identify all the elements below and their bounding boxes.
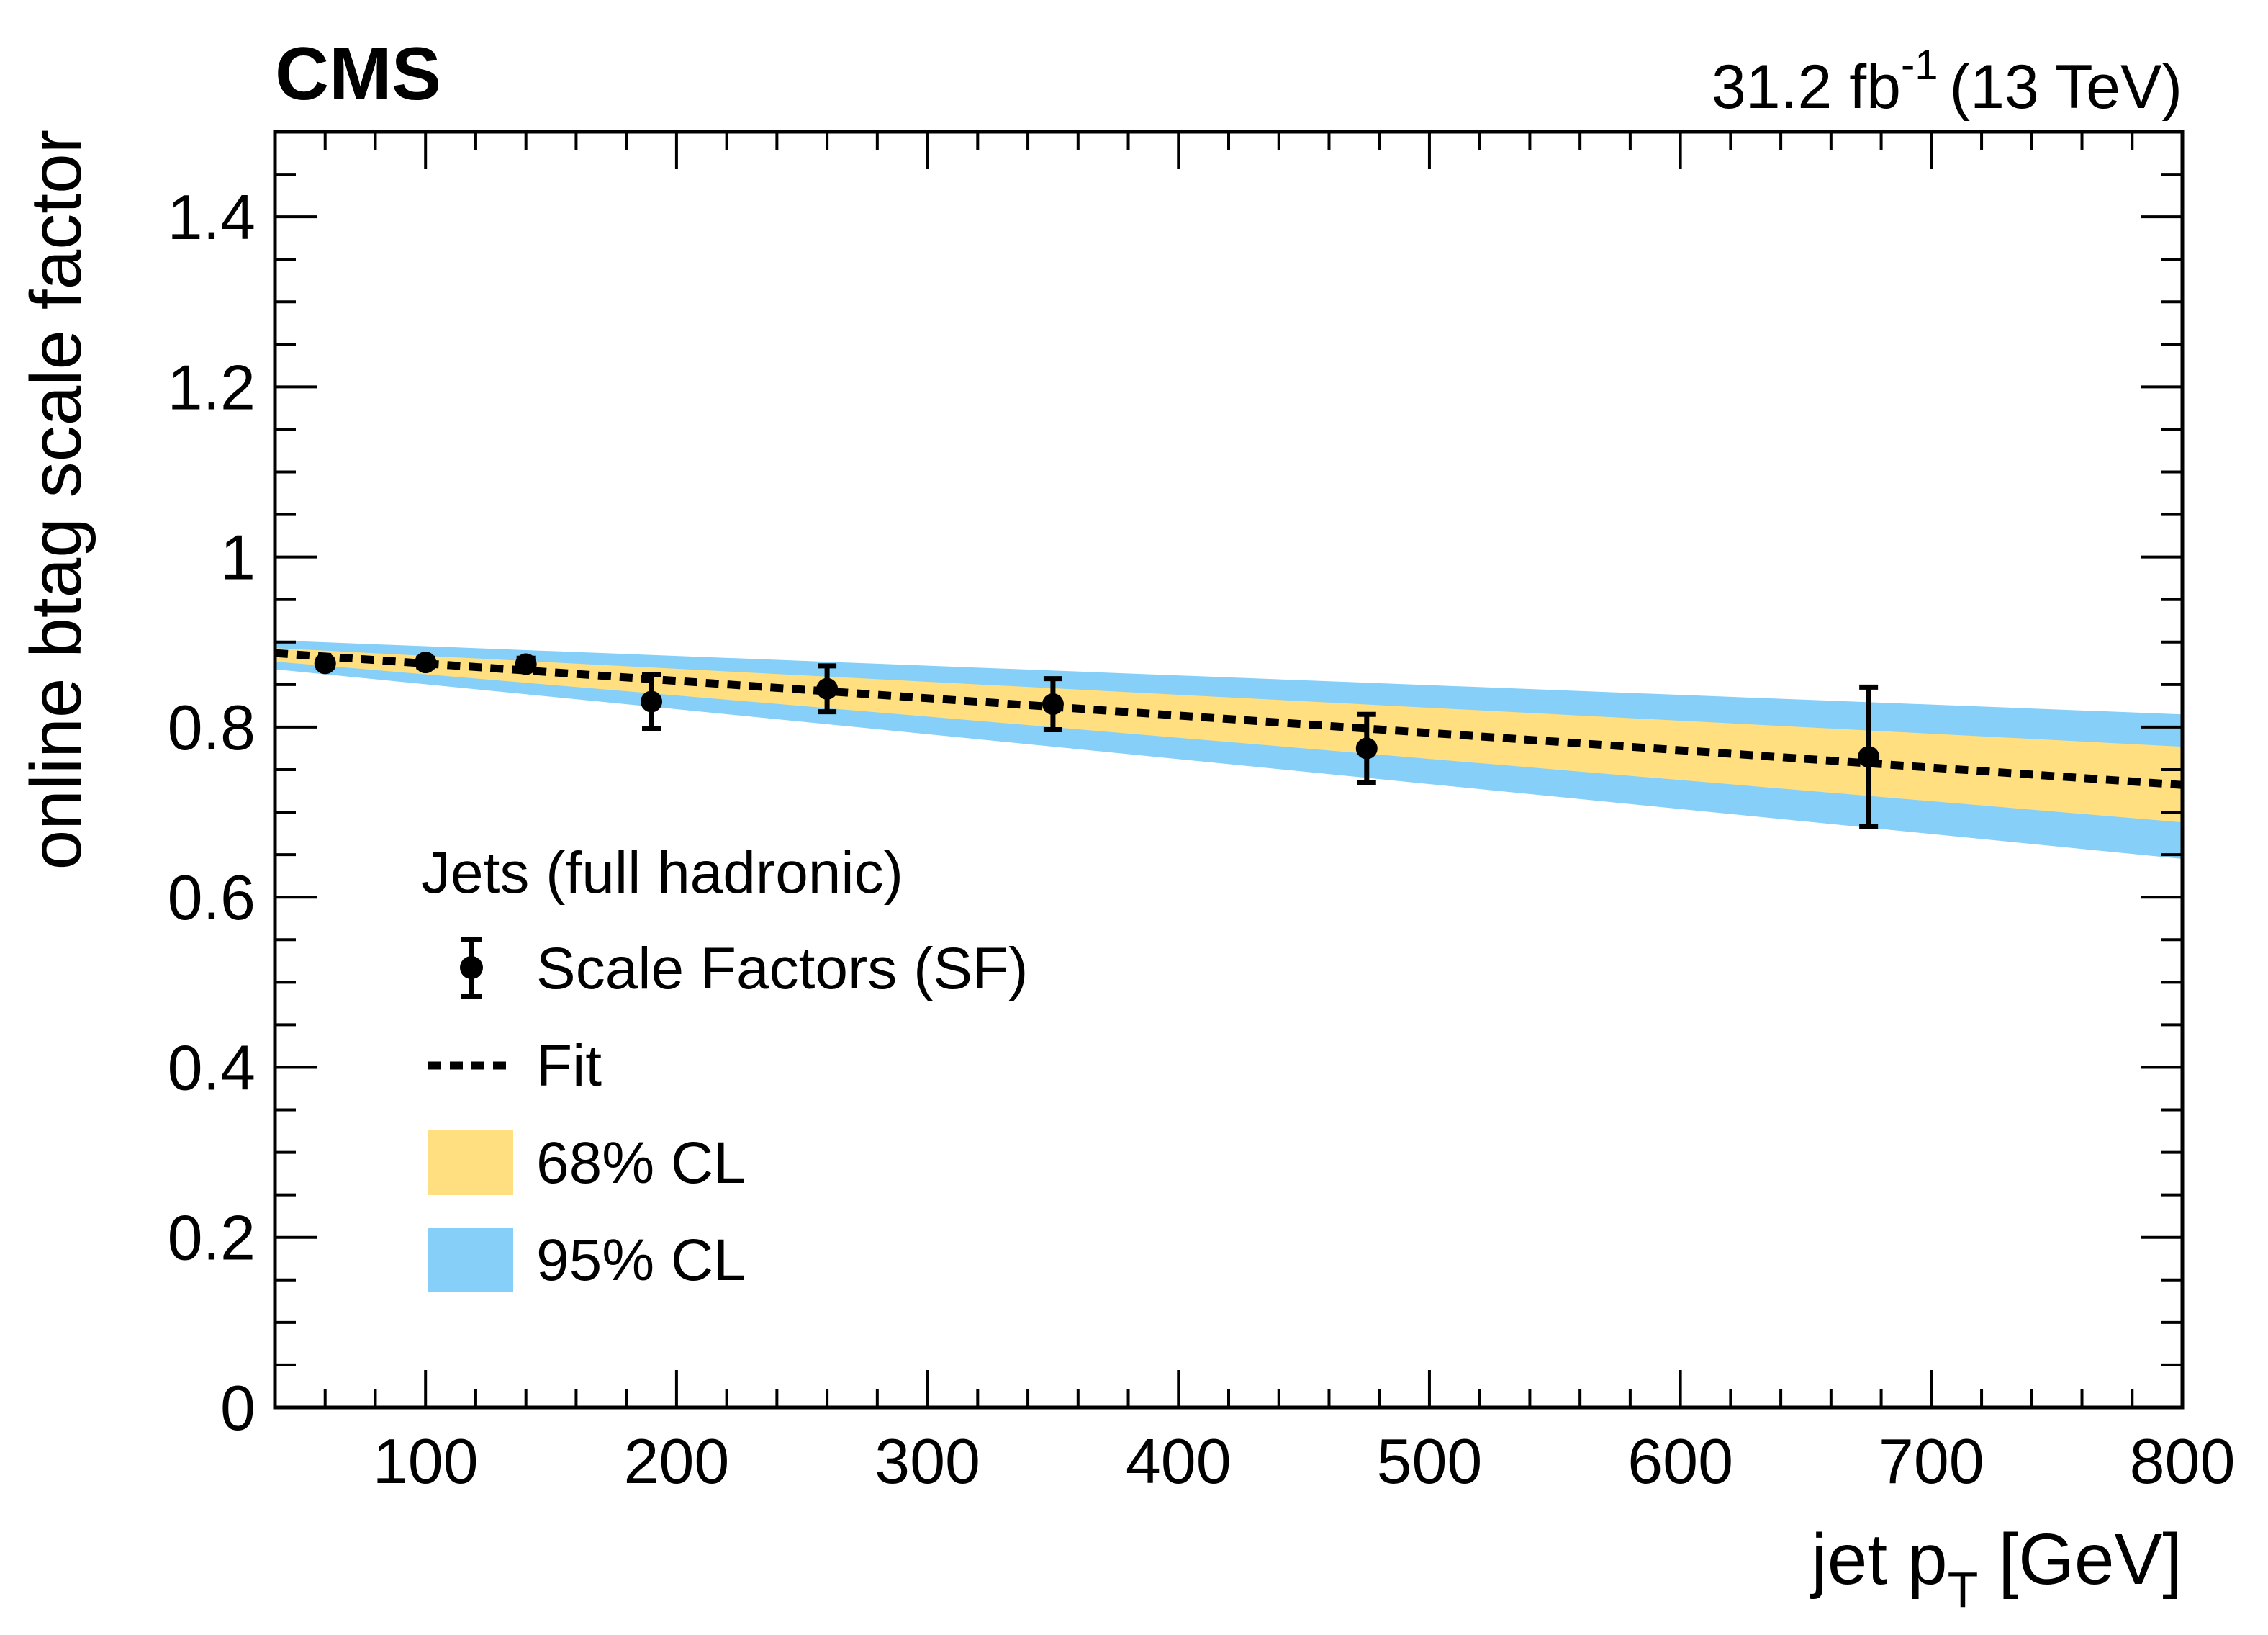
x-tick-label-500: 500 bbox=[1377, 1425, 1483, 1497]
x-tick-label-100: 100 bbox=[373, 1425, 479, 1497]
sf-point-6 bbox=[1355, 711, 1378, 785]
x-tick-labels: 100 200 300 400 500 600 700 800 bbox=[373, 1425, 2236, 1497]
y-tick-label-4: 0.8 bbox=[168, 692, 256, 763]
sf-marker-1 bbox=[415, 652, 437, 674]
y-tick-label-7: 1.4 bbox=[168, 181, 256, 253]
legend-cl95-swatch bbox=[428, 1228, 513, 1292]
y-tick-label-6: 1.2 bbox=[168, 351, 256, 423]
legend-entry-scale-factors: Scale Factors (SF) bbox=[460, 936, 1028, 1001]
sf-marker-5 bbox=[1042, 693, 1064, 716]
lumi-exponent: -1 bbox=[1901, 42, 1938, 89]
legend-sf-marker bbox=[460, 956, 483, 979]
sf-point-1 bbox=[415, 652, 437, 674]
x-tick-label-600: 600 bbox=[1627, 1425, 1733, 1497]
sf-point-7 bbox=[1858, 684, 1880, 829]
luminosity-label: 31.2 fb-1 (13 TeV) bbox=[1712, 42, 2182, 122]
sf-point-0 bbox=[314, 652, 336, 675]
sf-marker-4 bbox=[816, 677, 839, 700]
legend-label-scale-factors: Scale Factors (SF) bbox=[536, 936, 1028, 1001]
sf-marker-7 bbox=[1858, 746, 1880, 768]
legend-entry-cl68: 68% CL bbox=[428, 1130, 746, 1196]
x-tick-label-300: 300 bbox=[875, 1425, 980, 1497]
fit-line bbox=[274, 649, 2183, 789]
y-tick-label-5: 1 bbox=[220, 522, 256, 593]
legend: Jets (full hadronic) Scale Factors (SF) … bbox=[421, 840, 1028, 1293]
y-tick-label-0: 0 bbox=[220, 1372, 256, 1443]
y-tick-label-2: 0.4 bbox=[168, 1032, 256, 1103]
x-axis-title-main: jet p bbox=[1810, 1519, 1948, 1600]
sf-marker-3 bbox=[641, 690, 663, 713]
sf-point-2 bbox=[515, 653, 537, 675]
data-points bbox=[314, 652, 1880, 829]
y-tick-label-1: 0.2 bbox=[168, 1202, 256, 1274]
sf-marker-2 bbox=[515, 653, 537, 675]
legend-entry-fit: Fit bbox=[428, 1033, 602, 1099]
x-axis-title: jet pT [GeV] bbox=[1810, 1519, 2182, 1618]
x-tick-label-700: 700 bbox=[1879, 1425, 1984, 1497]
legend-cl68-swatch bbox=[428, 1130, 513, 1195]
y-tick-labels: 0 0.2 0.4 0.6 0.8 1 1.2 1.4 bbox=[168, 181, 256, 1443]
plot-frame bbox=[273, 130, 2185, 1410]
legend-label-cl68: 68% CL bbox=[536, 1130, 746, 1196]
sf-point-4 bbox=[816, 663, 839, 715]
legend-entry-cl95: 95% CL bbox=[428, 1228, 746, 1293]
x-tick-label-400: 400 bbox=[1126, 1425, 1232, 1497]
x-tick-label-800: 800 bbox=[2130, 1425, 2236, 1497]
legend-title: Jets (full hadronic) bbox=[421, 840, 903, 906]
x-tick-label-200: 200 bbox=[623, 1425, 729, 1497]
x-axis-ticks bbox=[274, 132, 2184, 1407]
sf-marker-6 bbox=[1355, 737, 1378, 760]
lumi-value: 31.2 fb bbox=[1712, 53, 1901, 122]
legend-label-cl95: 95% CL bbox=[536, 1228, 746, 1293]
x-axis-title-unit: [GeV] bbox=[1998, 1519, 2182, 1600]
sf-marker-0 bbox=[314, 652, 336, 675]
sf-point-5 bbox=[1042, 676, 1064, 732]
lumi-energy: (13 TeV) bbox=[1950, 53, 2182, 122]
sf-point-3 bbox=[641, 672, 663, 731]
cl68-band bbox=[275, 648, 2182, 823]
y-axis-title: online btag scale factor bbox=[16, 130, 96, 870]
legend-label-fit: Fit bbox=[536, 1033, 602, 1099]
x-axis-title-subscript: T bbox=[1948, 1562, 1979, 1618]
experiment-label: CMS bbox=[275, 32, 441, 116]
y-tick-label-3: 0.6 bbox=[168, 862, 256, 933]
